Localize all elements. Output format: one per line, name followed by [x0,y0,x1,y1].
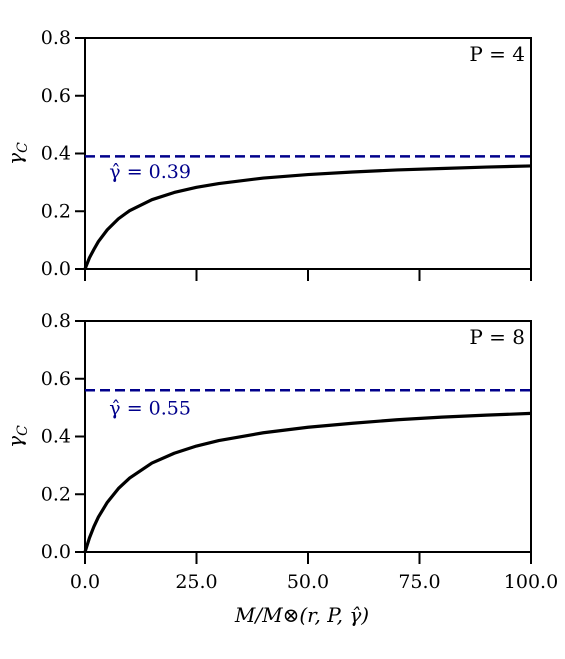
panel-label: P = 4 [469,42,525,66]
y-tick-label: 0.8 [41,310,71,332]
x-axis-label: M/M⊗(r, P, γ̂) [234,603,369,627]
gamma-c-curve [83,411,532,553]
plot-frame-1 [84,37,532,270]
y-tick-label: 0.6 [41,85,71,107]
plot-frame-2 [84,320,532,553]
x-tick-label: 0.0 [70,571,100,593]
x-tick-label: 75.0 [398,571,440,593]
y-tick-label: 0.2 [41,200,71,222]
panel-label: P = 8 [469,325,525,349]
gamma-hat-annotation: γ̂ = 0.39 [109,161,191,183]
y-axis-label: γC [3,142,31,165]
gamma-hat-annotation: γ̂ = 0.55 [109,398,191,420]
x-tick-label: 100.0 [504,571,558,593]
y-tick-label: 0.2 [41,483,71,505]
y-tick-label: 0.4 [41,143,71,165]
y-tick-label: 0.0 [41,258,71,280]
y-tick-label: 0.0 [41,541,71,563]
y-tick-label: 0.8 [41,27,71,49]
y-tick-label: 0.4 [41,426,71,448]
x-tick-label: 25.0 [175,571,217,593]
gamma-c-curve [83,164,532,270]
x-tick-label: 50.0 [287,571,329,593]
y-tick-label: 0.6 [41,368,71,390]
y-axis-label: γC [3,425,31,448]
